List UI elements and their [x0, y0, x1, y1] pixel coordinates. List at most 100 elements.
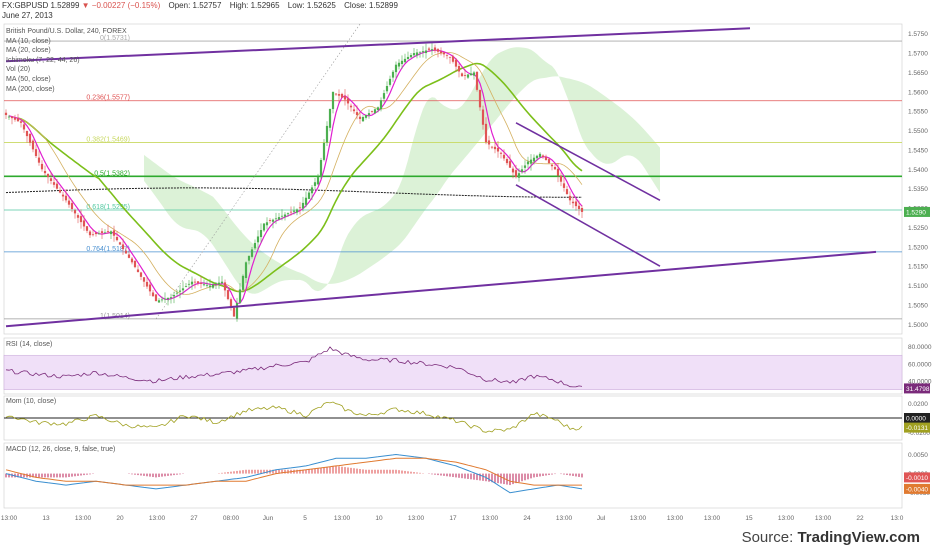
- candle-body: [172, 294, 176, 297]
- time-axis-tick: 17: [449, 515, 457, 522]
- candle-body: [535, 155, 539, 159]
- macd-label: MACD (12, 26, close, 9, false, true): [6, 446, 116, 453]
- candle-body: [337, 94, 341, 96]
- candle-body: [490, 146, 494, 148]
- candle-body: [511, 168, 515, 173]
- momentum-last-label: -0.0131: [906, 425, 928, 432]
- time-axis-tick: 13:00: [1, 515, 18, 522]
- candle-body: [472, 72, 476, 76]
- candle-body: [238, 289, 242, 303]
- rsi-axis-tick: 60.0000: [908, 361, 932, 368]
- ma20-line: [11, 52, 583, 295]
- candle-body: [541, 155, 545, 157]
- price-axis-tick: 1.5500: [908, 128, 928, 135]
- candle-body: [280, 215, 284, 217]
- candle-body: [466, 74, 470, 78]
- candle-body: [163, 298, 167, 300]
- candle-body: [268, 220, 272, 221]
- price-axis-tick: 1.5350: [908, 186, 928, 193]
- time-axis-tick: 22: [856, 515, 864, 522]
- time-axis-tick: 13:00: [75, 515, 92, 522]
- candle-body: [508, 161, 512, 168]
- candle-body: [169, 297, 173, 298]
- time-axis-tick: Jun: [263, 515, 274, 522]
- source-credit[interactable]: Source: TradingView.com: [742, 529, 920, 546]
- candle-body: [181, 288, 185, 291]
- candle-body: [580, 208, 584, 212]
- candle-body: [241, 275, 245, 290]
- candle-body: [568, 195, 572, 201]
- price-axis-tick: 1.5200: [908, 244, 928, 251]
- candle-body: [277, 217, 281, 220]
- fib-label-0: 0(1.5731): [100, 35, 130, 42]
- candle-body: [460, 73, 464, 77]
- candle-body: [22, 124, 26, 130]
- candle-body: [13, 117, 17, 120]
- candle-body: [88, 231, 92, 236]
- time-axis-tick: 5: [303, 515, 307, 522]
- candle-body: [112, 230, 116, 236]
- rsi-line: [5, 346, 583, 388]
- time-axis-tick: 13:00: [815, 515, 832, 522]
- candle-body: [79, 216, 83, 223]
- candle-body: [343, 96, 347, 100]
- signal-last-badge: [904, 483, 930, 494]
- fib-label-3: 0.5(1.5382): [94, 170, 130, 177]
- momentum-line: [5, 401, 583, 433]
- time-axis-tick: 24: [523, 515, 531, 522]
- candle-body: [307, 192, 311, 199]
- candle-body: [502, 154, 506, 159]
- candle-body: [40, 163, 44, 170]
- date: June 27, 2013: [2, 11, 53, 20]
- candle-body: [313, 182, 317, 186]
- candle-body: [469, 73, 473, 76]
- candle-body: [184, 286, 188, 287]
- candle-body: [49, 178, 53, 181]
- candle-body: [436, 49, 440, 52]
- candle-body: [286, 213, 290, 215]
- candle-body: [457, 66, 461, 72]
- candle-body: [124, 250, 128, 254]
- last-price-badge: [904, 206, 930, 217]
- candle-body: [160, 299, 164, 301]
- candle-body: [328, 108, 332, 128]
- candle-body: [229, 299, 233, 308]
- candle-body: [166, 297, 170, 300]
- momentum-zero-badge: [904, 413, 930, 423]
- candle-body: [43, 170, 47, 174]
- candle-body: [178, 290, 182, 292]
- time-axis-tick: Jul: [597, 515, 606, 522]
- axes: 1.5750 1.5700 1.5650 1.5600 1.5550 1.5500 1.54…: [1, 31, 932, 522]
- candle-body: [415, 52, 419, 56]
- time-axis-tick: 13:00: [667, 515, 684, 522]
- candle-body: [202, 284, 206, 286]
- candle-body: [127, 254, 131, 258]
- legend-title: British Pound/U.S. Dollar, 240, FOREX: [6, 28, 127, 35]
- momentum-last-badge: [904, 422, 930, 433]
- candle-body: [493, 146, 497, 150]
- candle-body: [16, 118, 20, 122]
- candle-body: [529, 159, 533, 164]
- rsi-band: [3, 354, 903, 390]
- price-axis-tick: 1.5250: [908, 225, 928, 232]
- candle-body: [400, 60, 404, 65]
- candle-body: [106, 231, 110, 232]
- candle-body: [553, 167, 557, 170]
- candle-body: [154, 294, 158, 302]
- candle-body: [211, 284, 215, 288]
- candle-body: [175, 292, 179, 294]
- candle-body: [379, 100, 383, 110]
- momentum-axis-tick: 0.0200: [908, 401, 928, 408]
- candle-body: [109, 231, 113, 235]
- candle-body: [499, 152, 503, 154]
- candle-body: [46, 173, 50, 178]
- candle-body: [505, 158, 509, 164]
- price-axis-tick: 1.5700: [908, 51, 928, 58]
- candle-body: [232, 307, 236, 317]
- candle-body: [298, 207, 302, 209]
- candle-body: [121, 244, 125, 250]
- fib-label-1: 0.236(1.5577): [86, 95, 130, 102]
- high-label: High:: [229, 1, 249, 10]
- candle-body: [418, 51, 422, 53]
